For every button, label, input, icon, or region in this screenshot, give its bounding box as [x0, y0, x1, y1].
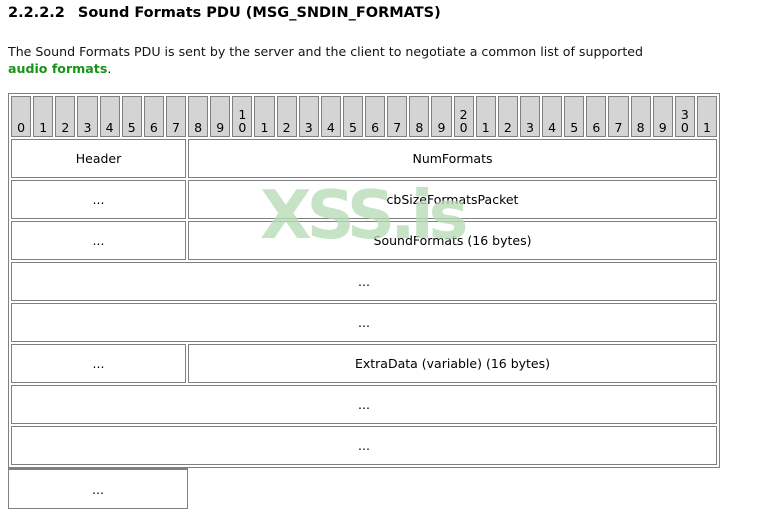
field-cell: ...: [11, 221, 186, 260]
bit-index-cell: 6: [365, 96, 386, 137]
field-row: ... SoundFormats (16 bytes): [11, 221, 717, 260]
field-cell: ...: [11, 180, 186, 219]
field-cell: ...: [11, 262, 717, 301]
bit-index-cell: 7: [165, 96, 186, 137]
field-row: ... cbSizeFormatsPacket: [11, 180, 717, 219]
section-heading: 2.2.2.2 Sound Formats PDU (MSG_SNDIN_FORM…: [8, 5, 441, 21]
bit-index-cell: 5: [564, 96, 585, 137]
overflow-cell-label: ...: [92, 481, 104, 497]
field-cell: cbSizeFormatsPacket: [188, 180, 717, 219]
field-cell: NumFormats: [188, 139, 717, 178]
bit-index-cell: 4: [320, 96, 341, 137]
bit-index-cell: 7: [387, 96, 408, 137]
field-row: ...: [11, 303, 717, 342]
bit-index-cell: 3: [298, 96, 319, 137]
bit-index-cell: 2: [276, 96, 297, 137]
bit-index-cell: 5: [342, 96, 363, 137]
bit-index-cell: 9: [431, 96, 452, 137]
field-row: Header NumFormats: [11, 139, 717, 178]
bit-index-cell: 5: [121, 96, 142, 137]
field-row: ...: [11, 426, 717, 465]
field-row: ... ExtraData (variable) (16 bytes): [11, 344, 717, 383]
field-row: ...: [11, 262, 717, 301]
paragraph-period: .: [107, 61, 112, 76]
field-cell: ...: [11, 303, 717, 342]
bit-index-cell: 6: [586, 96, 607, 137]
bit-index-cell: 1: [33, 96, 54, 137]
bit-index-cell: 8: [188, 96, 209, 137]
field-cell: SoundFormats (16 bytes): [188, 221, 717, 260]
bit-index-cell: 4: [542, 96, 563, 137]
bit-index-cell: 8: [630, 96, 651, 137]
bit-index-cell: 2: [55, 96, 76, 137]
bit-index-cell: 8: [409, 96, 430, 137]
bit-index-cell: 7: [608, 96, 629, 137]
bit-index-cell: 1: [696, 96, 717, 137]
bit-index-cell: 0: [11, 96, 32, 137]
bit-index-cell: 3: [519, 96, 540, 137]
bit-index-cell: 4: [99, 96, 120, 137]
overflow-cell: ...: [8, 468, 188, 509]
bit-index-cell: 6: [143, 96, 164, 137]
paragraph-line1: The Sound Formats PDU is sent by the ser…: [8, 44, 644, 59]
bit-index-cell: 9: [652, 96, 673, 137]
section-title: Sound Formats PDU (MSG_SNDIN_FORMATS): [77, 5, 441, 21]
field-cell: ...: [11, 426, 717, 465]
bit-index-cell: 9: [210, 96, 231, 137]
field-cell: ExtraData (variable) (16 bytes): [188, 344, 717, 383]
field-cell: ...: [11, 344, 186, 383]
field-row: ...: [11, 385, 717, 424]
bit-index-cell: 1: [254, 96, 275, 137]
field-cell: Header: [11, 139, 186, 178]
intro-paragraph: The Sound Formats PDU is sent by the ser…: [8, 43, 764, 77]
field-cell: ...: [11, 385, 717, 424]
section-number: 2.2.2.2: [8, 5, 65, 21]
bit-index-cell: 1: [475, 96, 496, 137]
bit-index-cell: 2: [497, 96, 518, 137]
audio-formats-link[interactable]: audio formats: [8, 61, 108, 76]
bit-index-cell: 3: [77, 96, 98, 137]
